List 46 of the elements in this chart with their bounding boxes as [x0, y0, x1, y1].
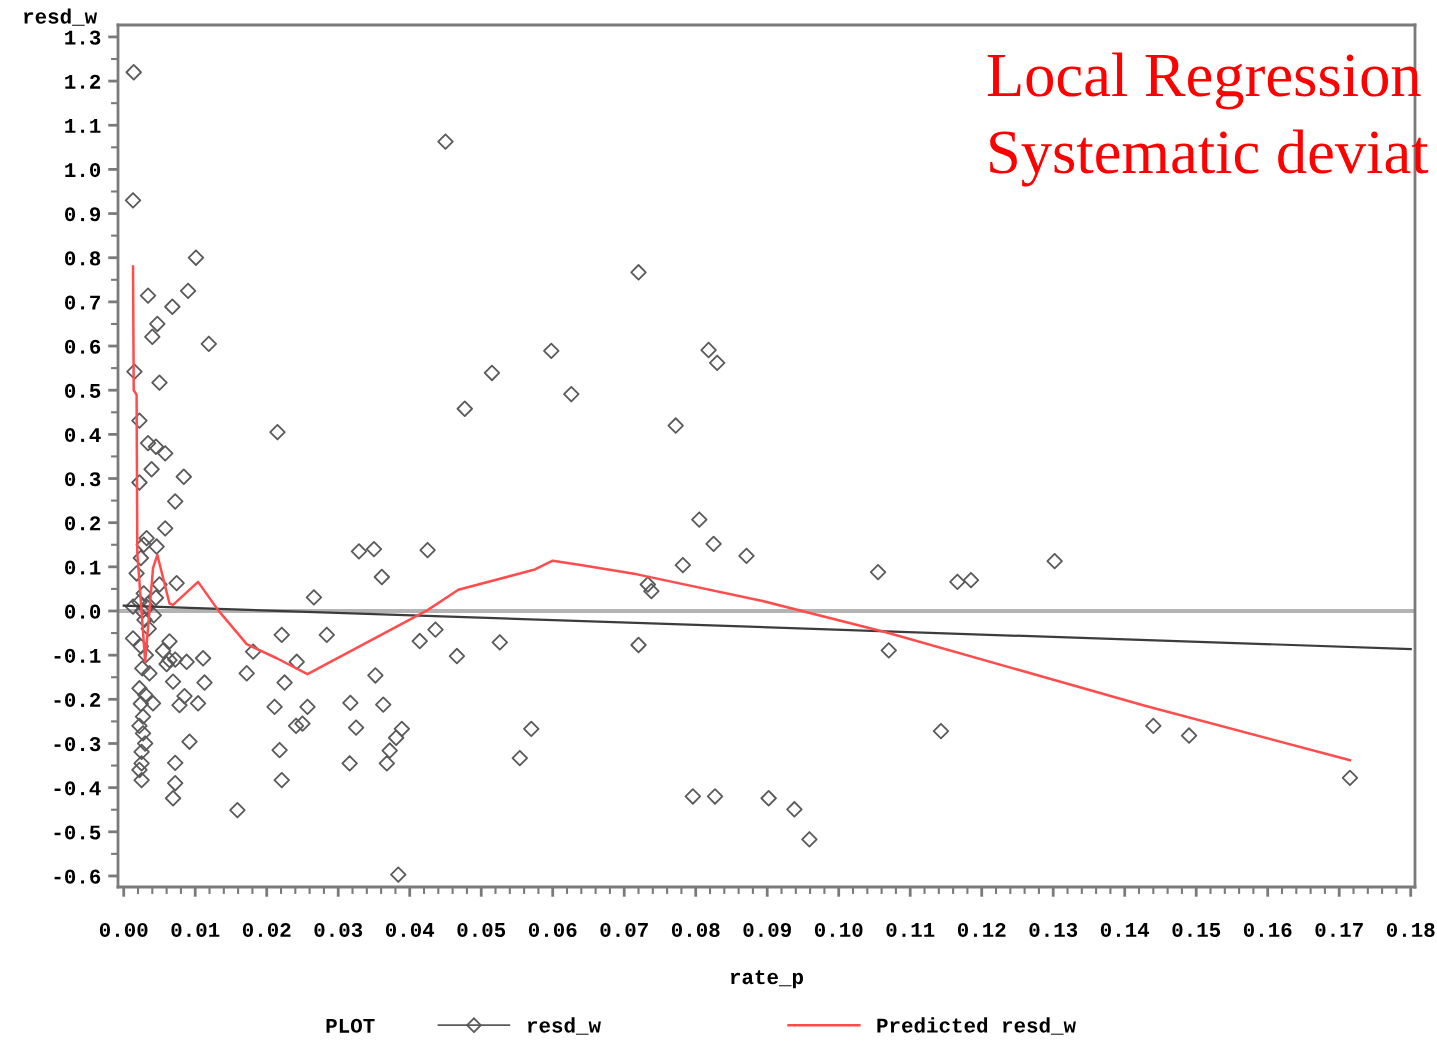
legend-title: PLOT: [326, 1018, 375, 1033]
y-tick-label: -0.6: [54, 869, 101, 884]
x-tick-label: 0.01: [171, 922, 220, 938]
x-tick-label: 0.18: [1386, 922, 1435, 938]
y-tick-label: 0.0: [65, 604, 101, 619]
x-tick-label: 0.14: [1100, 922, 1150, 938]
x-tick-label: 0.06: [528, 922, 577, 938]
y-axis-title: resd_w: [24, 8, 98, 26]
y-tick-label: 0.3: [65, 472, 101, 487]
y-tick-label: 0.9: [65, 207, 101, 222]
y-tick-label: 0.8: [65, 251, 101, 266]
x-tick-label: 0.10: [814, 922, 863, 938]
x-tick-label: 0.12: [957, 922, 1006, 938]
x-tick-label: 0.04: [385, 922, 435, 938]
y-tick-label: 0.1: [65, 560, 101, 575]
annotation: Systematic deviat: [990, 129, 1429, 187]
x-tick-label: 0.00: [99, 922, 148, 938]
y-tick-label: 0.6: [65, 339, 101, 354]
y-tick-label: -0.2: [54, 692, 101, 708]
x-tick-label: 0.03: [314, 922, 363, 938]
legend-label: Predicted resd_w: [877, 1017, 1076, 1035]
x-tick-label: 0.13: [1029, 922, 1078, 938]
x-tick-label: 0.11: [886, 922, 935, 938]
y-tick-label: -0.5: [54, 825, 101, 840]
y-tick-label: 1.2: [65, 74, 101, 89]
x-tick-label: 0.05: [457, 922, 506, 938]
x-tick-label: 0.08: [671, 922, 720, 938]
x-tick-label: 0.17: [1315, 922, 1363, 938]
y-tick-label: -0.4: [54, 781, 101, 796]
y-tick-label: 0.2: [65, 516, 101, 531]
legend-label: resd_w: [528, 1017, 601, 1035]
x-tick-label: 0.09: [743, 922, 791, 938]
x-tick-label: 0.02: [242, 922, 291, 938]
x-axis-title: rate_p: [731, 970, 804, 989]
x-tick-label: 0.07: [600, 922, 648, 938]
x-tick-label: 0.16: [1243, 922, 1292, 938]
y-tick-label: 1.1: [65, 119, 101, 133]
y-tick-label: 1.0: [65, 163, 101, 178]
x-tick-label: 0.15: [1172, 922, 1221, 938]
y-tick-label: 1.3: [65, 30, 101, 45]
y-tick-label: 0.7: [65, 295, 100, 310]
annotation: Local Regression: [987, 52, 1421, 110]
y-tick-label: -0.1: [54, 648, 101, 663]
y-tick-label: 0.4: [65, 427, 101, 443]
y-tick-label: 0.5: [65, 383, 101, 398]
y-tick-label: -0.3: [54, 737, 101, 752]
